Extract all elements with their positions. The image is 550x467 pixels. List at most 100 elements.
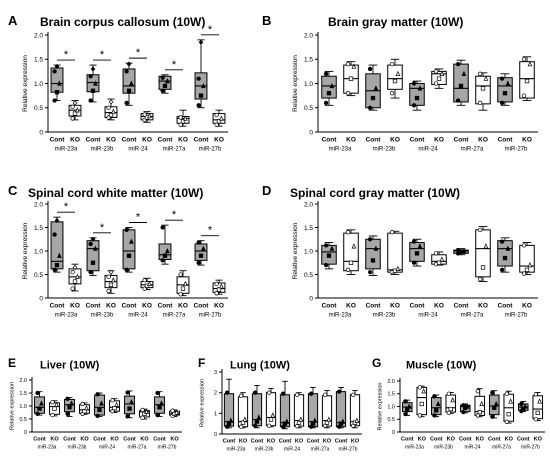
group-label: KO (434, 303, 444, 310)
data-point (155, 412, 160, 418)
box-miR-27b-cont (194, 39, 208, 109)
data-point (82, 409, 87, 414)
data-point (124, 100, 129, 106)
data-point (508, 398, 514, 404)
y-axis-label: Relative expression (292, 222, 299, 279)
panel-b: B Brain gray matter (10W) 0 0.5 1.0 1.5 2.0 Rel… (262, 13, 538, 153)
panel-letter: F (198, 356, 205, 370)
data-point (165, 247, 170, 254)
data-point (284, 418, 290, 424)
panel-title: Spinal cord gray matter (10W) (290, 186, 460, 200)
data-point (477, 71, 483, 76)
group-label: KO (142, 303, 152, 310)
group-label: KO (50, 437, 59, 443)
y-tick-label: 1.5 (304, 225, 313, 232)
data-point (127, 406, 132, 411)
box-miR-27a-ko (176, 270, 190, 297)
data-point (72, 264, 78, 271)
data-point (90, 236, 96, 242)
data-point (242, 416, 248, 422)
data-point (88, 270, 93, 275)
box-miR-23b-ko (387, 58, 403, 99)
data-point (477, 100, 483, 106)
data-point (323, 243, 329, 248)
box-iqr (365, 238, 381, 270)
data-point (323, 392, 328, 397)
box-miR-27b-cont (154, 390, 165, 418)
y-tick-label: 0 (309, 295, 313, 302)
data-point (88, 241, 93, 247)
data-point (421, 388, 427, 394)
box-miR-27a-cont (307, 387, 319, 429)
data-point (69, 400, 74, 406)
y-tick-label: 3 (214, 370, 217, 376)
data-point (108, 269, 114, 275)
data-point (129, 399, 134, 405)
box-miR-24-cont (409, 80, 425, 111)
data-point (70, 270, 75, 275)
data-point (439, 70, 445, 76)
group-label: Cont (153, 437, 166, 443)
data-point (183, 115, 188, 121)
data-point (535, 410, 540, 416)
data-point (178, 122, 183, 127)
data-point (65, 411, 70, 416)
y-tick-label: 1.0 (34, 81, 43, 88)
data-point (219, 115, 224, 121)
y-tick-label: 1.0 (34, 248, 43, 255)
panel-letter: C (8, 183, 18, 198)
group-label: KO (478, 303, 488, 310)
significance-star: * (208, 24, 213, 36)
data-point (174, 409, 179, 415)
group-label: Cont (93, 437, 106, 443)
data-point (216, 119, 222, 124)
data-point (97, 407, 102, 413)
data-point (448, 406, 453, 412)
y-tick-label: 1.0 (304, 81, 313, 88)
data-point (72, 100, 78, 106)
data-point (411, 260, 417, 265)
y-axis-label: Relative expression (10, 382, 16, 430)
category-label: miR-27b (199, 147, 222, 153)
y-tick-label: 0.5 (19, 417, 27, 423)
data-point (270, 412, 276, 418)
data-point (521, 57, 527, 62)
category-label: miR-27a (311, 447, 330, 453)
data-point (142, 112, 147, 117)
data-point (267, 390, 272, 395)
group-label: KO (351, 439, 360, 445)
group-label: Cont (251, 439, 264, 445)
box-miR-23a-cont (50, 216, 64, 273)
data-point (183, 280, 188, 287)
data-point (93, 245, 98, 251)
data-point (373, 85, 379, 91)
panel-title: Liver (10W) (40, 359, 100, 371)
box-miR-23a-cont (50, 63, 64, 103)
data-point (125, 390, 130, 395)
box-miR-23a-ko (416, 385, 428, 418)
data-point (521, 93, 527, 98)
box-miR-23b-cont (64, 396, 75, 417)
data-point (228, 417, 234, 423)
panel-letter: G (372, 356, 381, 370)
data-point (505, 80, 511, 86)
group-label: Cont (488, 437, 501, 443)
data-point (50, 412, 55, 418)
y-tick-label: 0 (392, 430, 395, 436)
data-point (499, 239, 505, 244)
data-point (99, 400, 104, 406)
data-point (461, 70, 467, 76)
panel-c: C Spinal cord white matter (10W) 0 0.5 1.0 1.… (8, 183, 228, 319)
data-point (502, 255, 508, 261)
group-label: Cont (194, 303, 210, 310)
data-point (54, 401, 59, 407)
data-point (214, 281, 219, 287)
data-point (201, 82, 206, 89)
data-point (124, 69, 129, 74)
data-point (403, 399, 408, 404)
data-point (124, 267, 129, 272)
data-point (216, 287, 222, 292)
data-point (351, 392, 356, 397)
data-point (367, 237, 373, 242)
data-point (268, 417, 274, 422)
